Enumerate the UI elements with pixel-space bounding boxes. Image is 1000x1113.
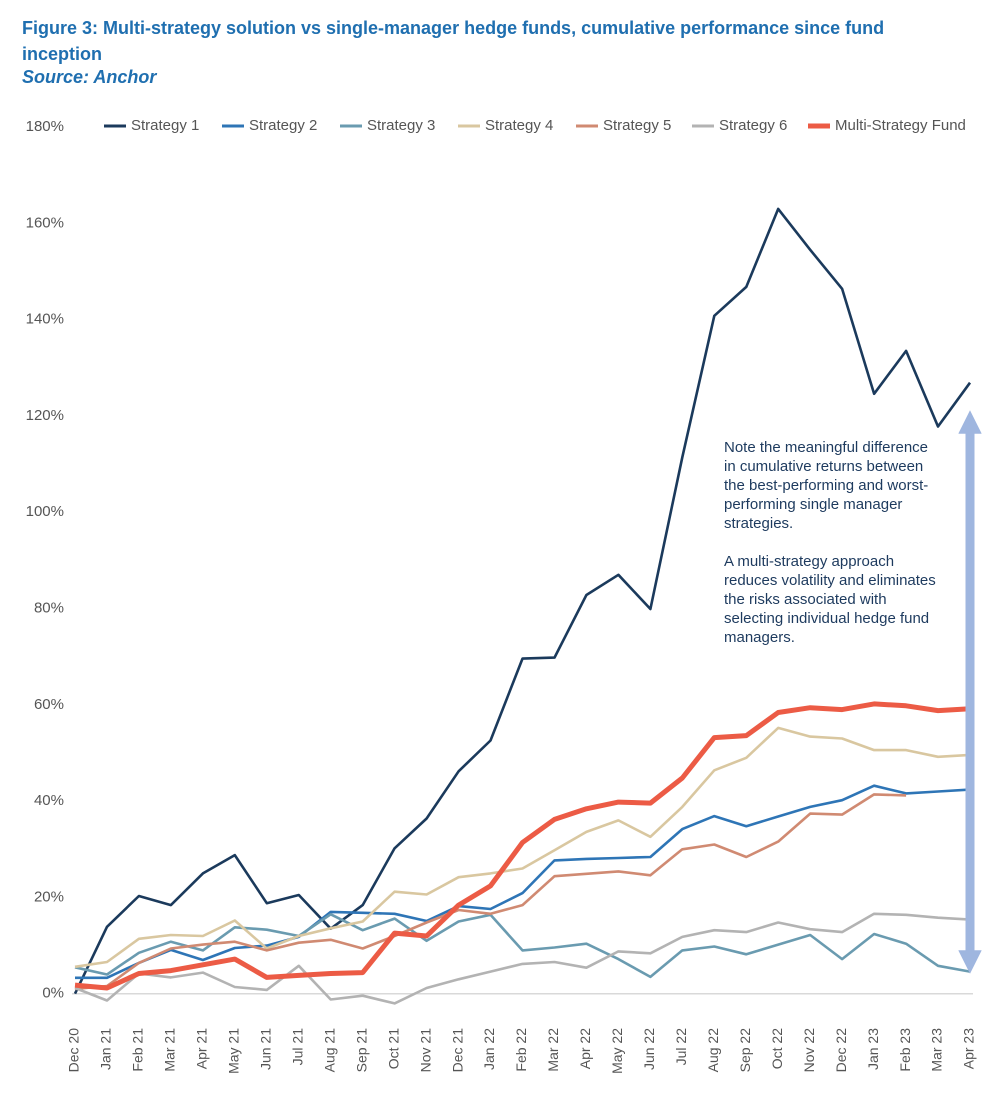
y-tick-label: 40%	[34, 792, 64, 809]
x-tick-label: Jan 23	[865, 1028, 881, 1070]
series-line	[74, 912, 971, 1005]
x-tick-label: Feb 23	[897, 1028, 913, 1072]
x-tick-label: Apr 23	[961, 1028, 977, 1069]
x-tick-label: Jul 21	[289, 1028, 305, 1066]
y-tick-label: 140%	[26, 311, 64, 328]
x-tick-label: Oct 21	[385, 1028, 401, 1069]
x-tick-label: Jan 22	[481, 1028, 497, 1070]
x-tick-label: May 21	[226, 1028, 242, 1074]
series-line	[74, 726, 971, 969]
x-tick-label: Jun 21	[257, 1028, 273, 1070]
chart-subtitle: Source: Anchor	[22, 67, 157, 87]
x-tick-label: Aug 22	[705, 1028, 721, 1073]
legend-item: Strategy 3	[340, 117, 435, 134]
x-tick-label: Nov 21	[417, 1028, 433, 1073]
chart-title: Figure 3: Multi-strategy solution vs sin…	[22, 18, 885, 64]
y-tick-label: 60%	[34, 696, 64, 713]
x-tick-label: Apr 21	[194, 1028, 210, 1069]
legend-label: Strategy 6	[719, 117, 787, 134]
legend-item: Strategy 4	[458, 117, 553, 134]
legend-label: Strategy 3	[367, 117, 435, 134]
legend-label: Multi-Strategy Fund	[835, 117, 966, 134]
legend-item: Strategy 1	[104, 117, 199, 134]
x-tick-label: Sep 22	[737, 1028, 753, 1073]
legend-label: Strategy 4	[485, 117, 553, 134]
x-tick-label: Mar 23	[929, 1028, 945, 1072]
x-tick-label: Aug 21	[321, 1028, 337, 1073]
legend-item: Strategy 5	[576, 117, 671, 134]
x-tick-label: Dec 20	[66, 1028, 82, 1073]
series-line	[74, 701, 971, 991]
annotation-text: A multi-strategy approach reduces volati…	[724, 553, 936, 646]
x-tick-label: Feb 22	[513, 1028, 529, 1072]
x-tick-label: Jan 21	[98, 1028, 114, 1070]
x-tick-label: Mar 21	[162, 1028, 178, 1072]
x-tick-label: Feb 21	[130, 1028, 146, 1072]
x-tick-label: Jun 22	[641, 1028, 657, 1070]
legend-label: Strategy 5	[603, 117, 671, 134]
y-tick-label: 100%	[26, 503, 64, 520]
plot-area: 0% 20% 40% 60% 80% 100% 120% 140% 160% 180% Dec 20…	[26, 118, 977, 1074]
series-line	[74, 913, 971, 979]
annotation-text: Note the meaningful difference in cumula…	[724, 439, 929, 532]
y-tick-label: 0%	[42, 985, 64, 1002]
y-tick-label: 160%	[26, 214, 64, 231]
x-tick-label: Oct 22	[769, 1028, 785, 1069]
y-tick-label: 20%	[34, 888, 64, 905]
y-tick-label: 120%	[26, 407, 64, 424]
y-tick-label: 180%	[26, 118, 64, 135]
x-tick-label: Nov 22	[801, 1028, 817, 1073]
x-tick-label: Jul 22	[673, 1028, 689, 1066]
legend-item: Strategy 6	[692, 117, 787, 134]
x-tick-label: Apr 22	[577, 1028, 593, 1069]
x-tick-label: Sep 21	[353, 1028, 369, 1073]
x-tick-label: Mar 22	[545, 1028, 561, 1072]
series-line	[73, 207, 972, 995]
annotation: Note the meaningful difference in cumula…	[724, 438, 942, 666]
legend-label: Strategy 2	[249, 117, 317, 134]
legend-label: Strategy 1	[131, 117, 199, 134]
legend-item: Strategy 2	[222, 117, 317, 134]
x-tick-label: Dec 22	[833, 1028, 849, 1073]
series-line	[75, 784, 971, 980]
x-tick-label: May 22	[609, 1028, 625, 1074]
legend-item: Multi-Strategy Fund	[808, 117, 966, 134]
x-tick-label: Dec 21	[449, 1028, 465, 1073]
series-line	[74, 793, 907, 991]
y-tick-label: 80%	[34, 599, 64, 616]
